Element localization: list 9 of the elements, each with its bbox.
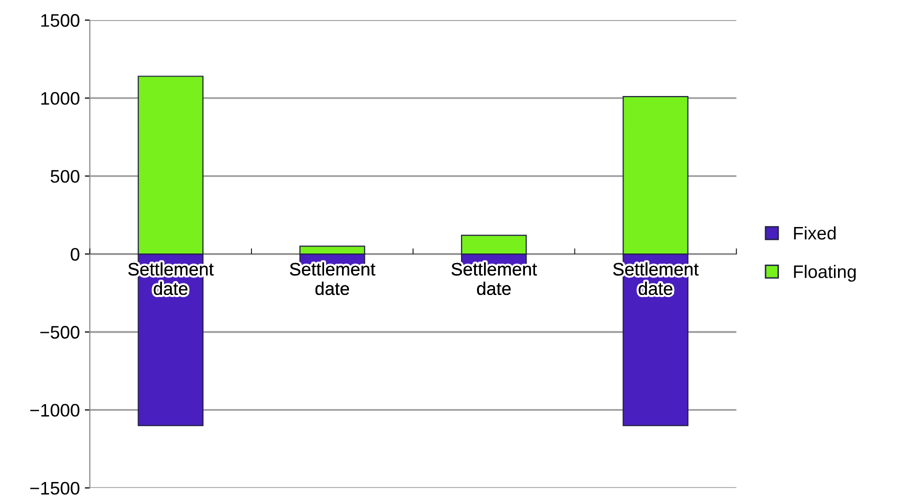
y-tick-label: 500 bbox=[50, 170, 80, 183]
y-tick-label: 0 bbox=[70, 248, 80, 261]
y-tick-label: 1000 bbox=[41, 92, 80, 105]
y-tick-label: −500 bbox=[40, 326, 80, 339]
y-tick-label: 1500 bbox=[41, 14, 80, 27]
legend-label: Floating bbox=[794, 264, 856, 282]
y-tick-label: −1500 bbox=[30, 482, 80, 495]
legend-label: Fixed bbox=[794, 226, 836, 240]
y-tick-label: −1000 bbox=[30, 404, 80, 417]
